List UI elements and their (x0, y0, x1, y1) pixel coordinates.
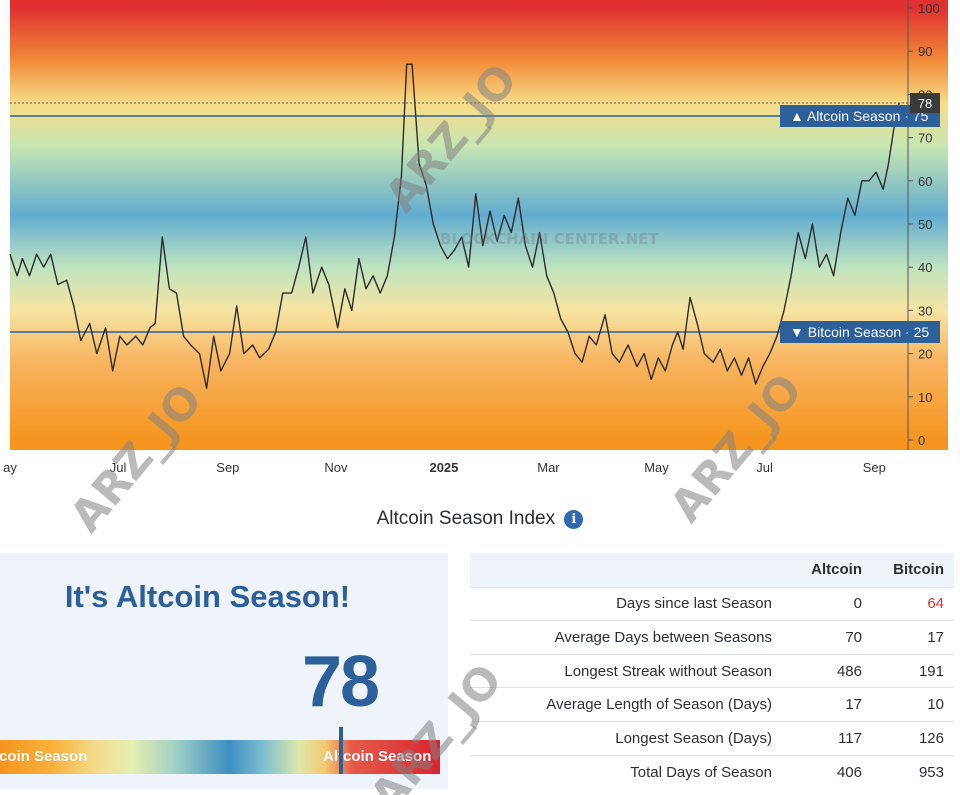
row-label: Longest Season (Days) (470, 721, 776, 756)
chart-title: Altcoin Season Index (376, 508, 556, 529)
bitcoin-value: 126 (862, 721, 954, 756)
y-tick-label: 30 (918, 303, 932, 318)
row-label: Total Days of Season (470, 754, 776, 789)
x-tick-label: Jul (756, 460, 773, 475)
bitcoin-value: 64 (862, 586, 954, 621)
y-tick-label: 20 (918, 347, 932, 362)
row-label: Average Length of Season (Days) (470, 687, 776, 722)
info-icon[interactable]: i (564, 510, 584, 529)
altcoin-value: 117 (776, 721, 862, 756)
y-tick-label: 40 (918, 260, 932, 275)
altcoin-season-chart: 0102030405060708090100ayJulSepNov2025Mar… (3, 0, 948, 475)
altcoin-value: 70 (776, 620, 862, 655)
y-tick-label: 50 (918, 217, 932, 232)
gauge-label-altcoin-side: Altcoin Season (323, 748, 432, 765)
table-header-altcoin: Altcoin (776, 553, 862, 587)
table-header-blank (470, 553, 776, 587)
table-row: Longest Season (Days) 117 126 (470, 721, 954, 756)
row-label: Days since last Season (470, 586, 776, 621)
row-label: Average Days between Seasons (470, 620, 776, 655)
chart-background (10, 0, 948, 450)
altcoin-value: 486 (776, 653, 862, 688)
table-row: Total Days of Season 406 953 (470, 754, 954, 789)
y-tick-label: 70 (918, 131, 932, 146)
y-tick-label: 0 (918, 433, 925, 448)
y-tick-label: 100 (918, 1, 940, 16)
altcoin-value: 17 (776, 687, 862, 722)
index-series-line (9, 63, 900, 389)
y-tick-label: 60 (918, 174, 932, 189)
table-row: Average Days between Seasons 70 17 (470, 620, 954, 655)
gauge-label-bitcoin-side: tcoin Season (0, 748, 88, 765)
chart-svg: 0102030405060708090100ayJulSepNov2025Mar… (3, 0, 948, 475)
current-value-tag-bg (910, 93, 940, 114)
table-header-row: Altcoin Bitcoin (470, 553, 954, 587)
bitcoin-value: 10 (862, 687, 954, 722)
x-tick-label: Jul (110, 460, 127, 475)
altcoin-value: 406 (776, 754, 862, 789)
x-tick-label: Mar (537, 460, 560, 475)
season-headline: It's Altcoin Season! (64, 579, 351, 614)
y-tick-label: 90 (918, 44, 932, 59)
row-label: Longest Streak without Season (470, 653, 776, 688)
table-header-bitcoin: Bitcoin (862, 553, 954, 587)
altcoin-value: 0 (776, 586, 862, 621)
reference-line-label-bg (780, 321, 940, 343)
season-gauge-bar (0, 740, 440, 774)
reference-line-label-bg (780, 105, 940, 127)
chart-title-row: Altcoin Season Index i (0, 508, 960, 530)
x-tick-label: Nov (324, 460, 348, 475)
season-status-card: It's Altcoin Season! 78 tcoin Season Alt… (0, 553, 448, 789)
table-row: Longest Streak without Season 486 191 (470, 653, 954, 688)
x-tick-label: ay (3, 460, 17, 475)
x-tick-label: May (644, 460, 669, 475)
x-tick-label: Sep (216, 460, 239, 475)
reference-line-label: ▲ Altcoin Season · 75 (790, 108, 929, 124)
gauge-marker (339, 727, 343, 774)
table-row: Days since last Season 0 64 (470, 586, 954, 621)
reference-line-label: ▼ Bitcoin Season · 25 (790, 324, 929, 340)
bitcoin-value: 191 (862, 653, 954, 688)
season-index-value: 78 (301, 642, 380, 722)
current-value-tag: 78 (918, 96, 932, 111)
season-stats-table: Altcoin Bitcoin Days since last Season 0… (470, 553, 954, 789)
y-tick-label: 10 (918, 390, 932, 405)
table-row: Average Length of Season (Days) 17 10 (470, 687, 954, 722)
bitcoin-value: 17 (862, 620, 954, 655)
x-tick-label: Sep (863, 460, 886, 475)
bitcoin-value: 953 (862, 754, 954, 789)
x-tick-label: 2025 (429, 460, 458, 475)
